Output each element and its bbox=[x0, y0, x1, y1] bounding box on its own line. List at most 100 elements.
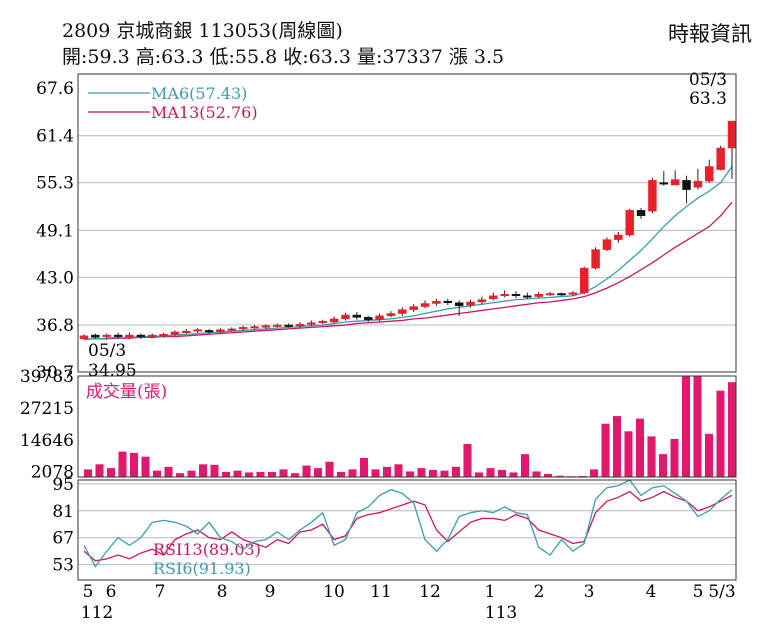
candle-body bbox=[273, 324, 282, 327]
volume-bar bbox=[497, 469, 507, 477]
volume-bar bbox=[325, 461, 334, 477]
candle-body bbox=[102, 334, 111, 337]
candle-body bbox=[670, 179, 680, 186]
volume-bar bbox=[106, 468, 116, 477]
volume-bar bbox=[164, 466, 173, 477]
volume-bar bbox=[440, 470, 449, 477]
volume-bar bbox=[152, 470, 162, 477]
volume-bar bbox=[279, 469, 288, 477]
rsi-tick-label: 67 bbox=[52, 529, 74, 549]
volume-bar bbox=[313, 468, 323, 477]
x-year-label: 113 bbox=[485, 603, 517, 623]
candle-body bbox=[511, 294, 521, 297]
x-tick-label: 7 bbox=[155, 582, 166, 602]
candle-body bbox=[443, 300, 453, 303]
x-tick-label: 6 bbox=[106, 582, 117, 602]
volume-bar bbox=[624, 431, 633, 477]
volume-tick-label: 39783 bbox=[20, 367, 74, 387]
volume-bar bbox=[670, 438, 679, 477]
candle-body bbox=[329, 318, 339, 323]
candle-body bbox=[227, 328, 237, 331]
volume-tick-label: 27215 bbox=[20, 399, 74, 419]
x-tick-label: 3 bbox=[584, 582, 595, 602]
ma6-line bbox=[84, 166, 733, 340]
x-tick-label: 12 bbox=[419, 582, 441, 602]
rsi-legend-label: RSI6(91.93) bbox=[153, 559, 251, 578]
high-date-annotation: 05/3 bbox=[689, 70, 727, 90]
volume-bar bbox=[635, 418, 645, 477]
candle-body bbox=[409, 306, 418, 310]
volume-bar bbox=[520, 454, 530, 477]
volume-bar bbox=[612, 416, 622, 477]
volume-bar bbox=[555, 475, 564, 477]
candle-body bbox=[159, 334, 168, 337]
candle-body bbox=[170, 331, 180, 335]
source-label: 時報資訊 bbox=[668, 22, 752, 46]
rsi-tick-label: 81 bbox=[52, 502, 74, 522]
chart-title: 2809 京城商銀 113053(周線圖) bbox=[62, 20, 343, 42]
candle-body bbox=[318, 320, 327, 323]
x-tick-label: 9 bbox=[265, 582, 276, 602]
legend-label: MA6(57.43) bbox=[151, 84, 247, 103]
volume-bar bbox=[417, 468, 426, 477]
volume-bar bbox=[716, 390, 725, 477]
candle-body bbox=[466, 301, 475, 306]
x-tick-label: 1 bbox=[485, 582, 496, 602]
rsi-panel-frame bbox=[77, 479, 737, 581]
candle-body bbox=[705, 166, 714, 182]
volume-bar bbox=[428, 469, 438, 477]
price-tick-label: 61.4 bbox=[36, 127, 74, 147]
volume-bar bbox=[118, 451, 127, 477]
low-value-annotation: 34.95 bbox=[88, 361, 137, 381]
legend-label: MA13(52.76) bbox=[151, 103, 258, 122]
volume-bar bbox=[543, 473, 553, 477]
volume-bar bbox=[394, 464, 403, 477]
volume-bar bbox=[336, 471, 346, 477]
candle-body bbox=[568, 292, 578, 295]
candle-body bbox=[716, 147, 725, 170]
x-tick-label: 2 bbox=[534, 582, 545, 602]
candle-body bbox=[79, 335, 89, 340]
price-tick-label: 67.6 bbox=[36, 79, 74, 99]
candle-body bbox=[193, 329, 202, 332]
volume-bar bbox=[371, 469, 380, 477]
candle-body bbox=[91, 334, 100, 338]
price-tick-label: 49.1 bbox=[36, 221, 74, 241]
price-tick-label: 43.0 bbox=[36, 268, 74, 288]
candle-body bbox=[182, 330, 191, 333]
candle-body bbox=[420, 303, 430, 307]
candle-body bbox=[375, 315, 384, 320]
low-date-annotation: 05/3 bbox=[88, 341, 126, 361]
candle-body bbox=[295, 324, 305, 327]
volume-bar bbox=[187, 470, 196, 477]
volume-bar bbox=[647, 436, 656, 477]
candle-body bbox=[216, 329, 225, 333]
candle-body bbox=[204, 330, 214, 333]
volume-bar bbox=[348, 469, 357, 477]
candle-body bbox=[136, 334, 146, 337]
candle-body bbox=[648, 180, 657, 212]
volume-bar bbox=[244, 472, 254, 477]
volume-bar bbox=[141, 456, 150, 477]
x-tick-label: 11 bbox=[370, 582, 392, 602]
candle-body bbox=[352, 314, 362, 318]
candle-body bbox=[534, 294, 543, 297]
candle-body bbox=[523, 295, 532, 298]
x-tick-label: 5 bbox=[693, 582, 704, 602]
candle-body bbox=[557, 293, 566, 296]
volume-bar bbox=[290, 473, 300, 477]
volume-bar bbox=[267, 471, 277, 477]
volume-tick-label: 2078 bbox=[31, 463, 74, 483]
volume-bar bbox=[532, 471, 541, 477]
x-tick-label: 10 bbox=[323, 582, 345, 602]
candle-body bbox=[238, 327, 248, 330]
price-panel-frame bbox=[77, 73, 737, 373]
candle-body bbox=[307, 322, 316, 325]
volume-bar bbox=[693, 376, 702, 477]
volume-bar bbox=[95, 464, 104, 477]
candle-body bbox=[363, 317, 373, 320]
volume-bar bbox=[601, 423, 610, 477]
rsi-legend-label: RSI13(89.03) bbox=[153, 540, 261, 559]
high-value-annotation: 63.3 bbox=[689, 89, 727, 109]
